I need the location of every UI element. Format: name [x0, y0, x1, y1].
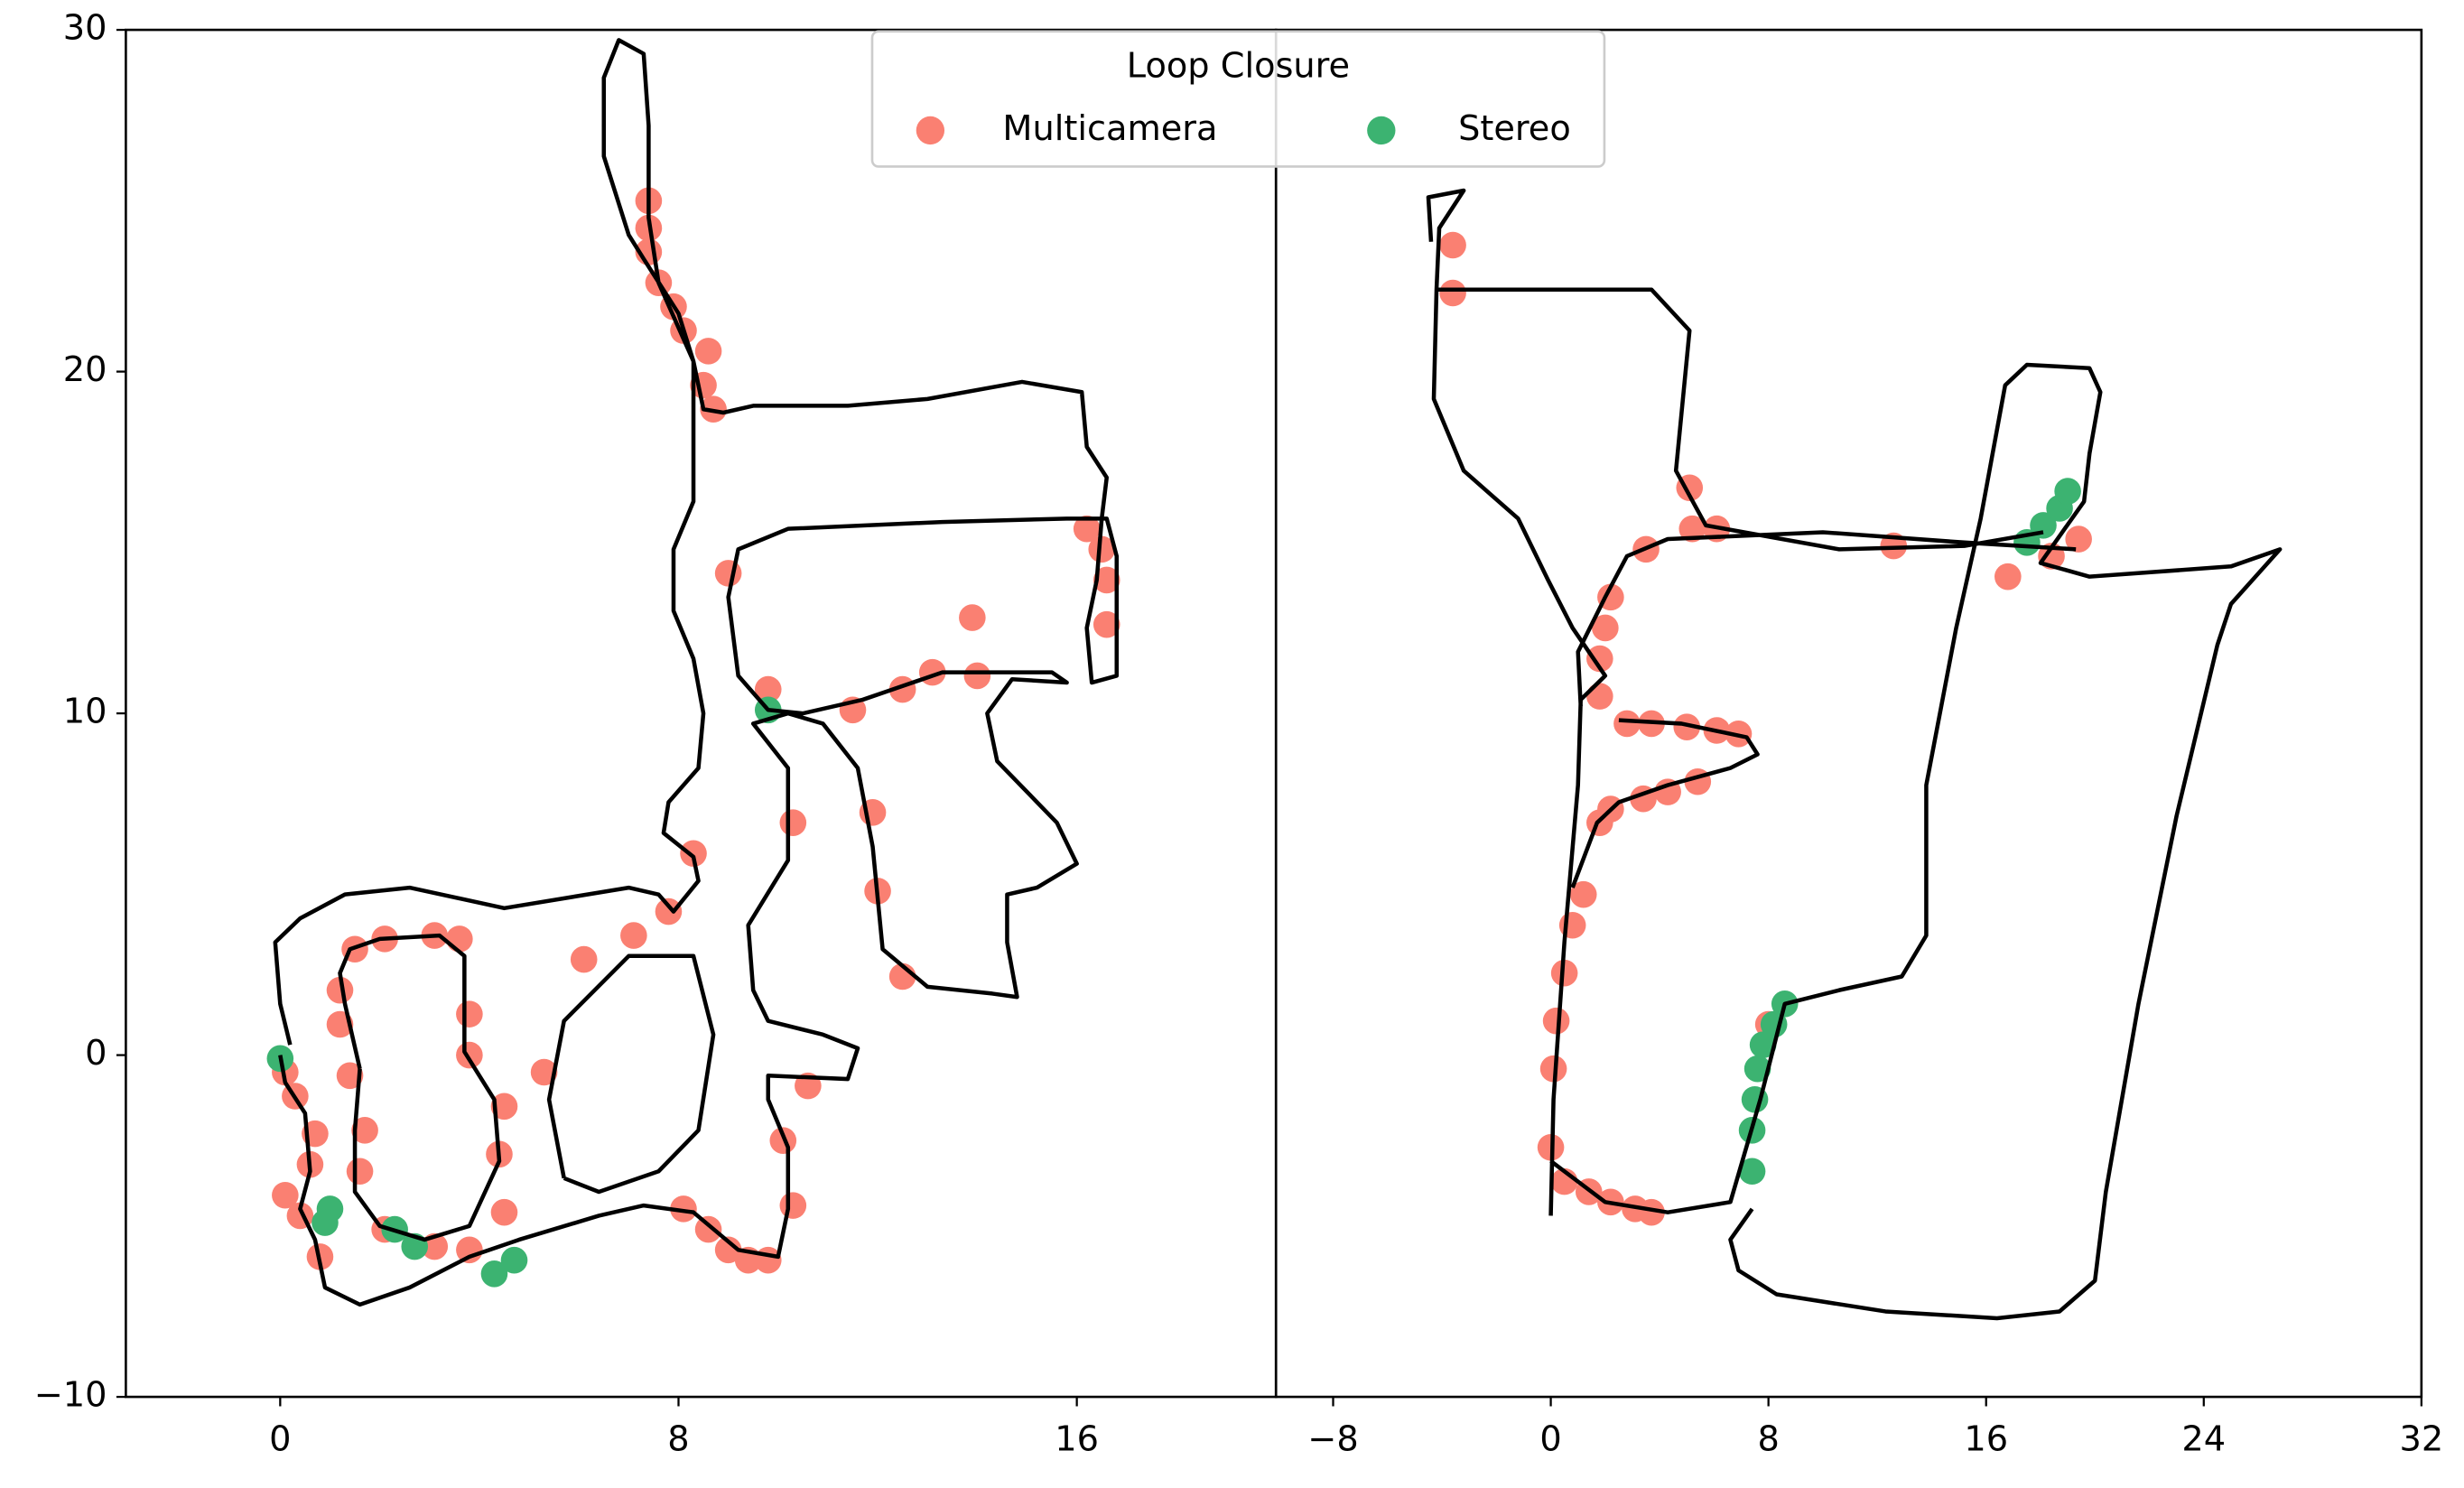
loop-closure-point [1994, 563, 2022, 591]
loop-closure-point [311, 1209, 339, 1236]
loop-closure-point [480, 1260, 508, 1288]
loop-closure-point [714, 1236, 742, 1264]
y-tick-label: −10 [34, 1375, 107, 1416]
loop-closure-point [714, 560, 742, 587]
loop-closure-point [336, 1062, 364, 1090]
x-tick-label: 0 [1539, 1418, 1561, 1459]
loop-closure-point [351, 1117, 378, 1144]
loop-closure-point [570, 945, 598, 973]
x-tick-label: 16 [1964, 1418, 2008, 1459]
loop-closure-point [1586, 645, 1613, 673]
legend: Loop Closure Multicamera Stereo [870, 30, 1606, 168]
loop-closure-point [1586, 683, 1613, 710]
loop-closure-point [1542, 1007, 1570, 1035]
x-tick-label: 24 [2181, 1418, 2226, 1459]
loop-closure-point [1550, 959, 1578, 987]
loop-closure-point [490, 1198, 518, 1226]
legend-label: Multicamera [1002, 108, 1217, 149]
loop-closure-point [446, 925, 473, 953]
x-tick-label: −8 [1307, 1418, 1358, 1459]
loop-closure-point [680, 840, 707, 868]
legend-label: Stereo [1458, 108, 1571, 149]
loop-closure-point [490, 1093, 518, 1121]
trajectory [1426, 188, 2283, 1321]
loop-closure-point [959, 604, 986, 631]
axes-frame [1274, 28, 2423, 1399]
loop-closure-point [456, 1041, 483, 1069]
y-tick-label: 20 [63, 349, 107, 390]
panel: −8 0 8 16 24 32 [1274, 28, 2444, 1459]
legend-box [870, 30, 1606, 168]
loop-closure-point [1592, 614, 1619, 642]
loop-closure-point [530, 1058, 558, 1086]
loop-closure-point [326, 976, 354, 1004]
loop-closure-point [1439, 231, 1466, 259]
x-tick-label: 8 [1757, 1418, 1779, 1459]
loop-closure-point [1093, 566, 1120, 594]
loop-closure-point [963, 662, 991, 690]
loop-closure-point [655, 897, 683, 925]
loop-closure-point [620, 922, 647, 949]
trajectory [273, 38, 1120, 1307]
x-tick-label: 16 [1055, 1418, 1099, 1459]
y-tick-label: 30 [63, 8, 107, 49]
loop-closure-point [1439, 279, 1466, 307]
y-tick-label: 10 [63, 692, 107, 732]
legend-marker [916, 116, 945, 145]
loop-closure-point [1749, 1031, 1777, 1059]
loop-closure-point [346, 1158, 374, 1186]
x-tick-label: 32 [2400, 1418, 2444, 1459]
loop-closure-point [1738, 1158, 1766, 1186]
loop-closure-point [1678, 515, 1706, 543]
loop-closure-point [1613, 710, 1641, 738]
legend-marker [1367, 116, 1396, 145]
loop-closure-point [1073, 515, 1101, 543]
loop-closure-point [779, 1192, 807, 1219]
loop-closure-point [1093, 610, 1120, 638]
loop-closure-point [1569, 880, 1597, 908]
loop-closure-point [1673, 713, 1701, 740]
loop-closure-point [694, 338, 722, 365]
loop-closure-point [694, 1215, 722, 1243]
loop-closure-point [456, 1000, 483, 1028]
loop-closure-point [1743, 1055, 1771, 1083]
loop-closure-point [779, 809, 807, 836]
loop-closure-point [500, 1246, 528, 1274]
y-tick-label: 0 [85, 1033, 107, 1074]
x-tick-label: 0 [269, 1418, 291, 1459]
legend-title: Loop Closure [1127, 45, 1350, 86]
loop-closure-point [1088, 535, 1116, 563]
loop-closure-point [456, 1236, 483, 1264]
loop-closure-point [2065, 525, 2092, 553]
loop-closure-point [2054, 478, 2081, 505]
loop-closure-point [754, 675, 782, 703]
x-tick-label: 8 [667, 1418, 689, 1459]
loop-closure-point [1539, 1055, 1567, 1083]
loop-closure-point [272, 1181, 299, 1209]
loop-closure-point [1638, 1198, 1665, 1226]
plots: 0 8 16 −10 0 10 20 30 −8 0 8 16 24 32 [34, 8, 2443, 1460]
panel: 0 8 16 −10 0 10 20 30 [34, 8, 1278, 1459]
